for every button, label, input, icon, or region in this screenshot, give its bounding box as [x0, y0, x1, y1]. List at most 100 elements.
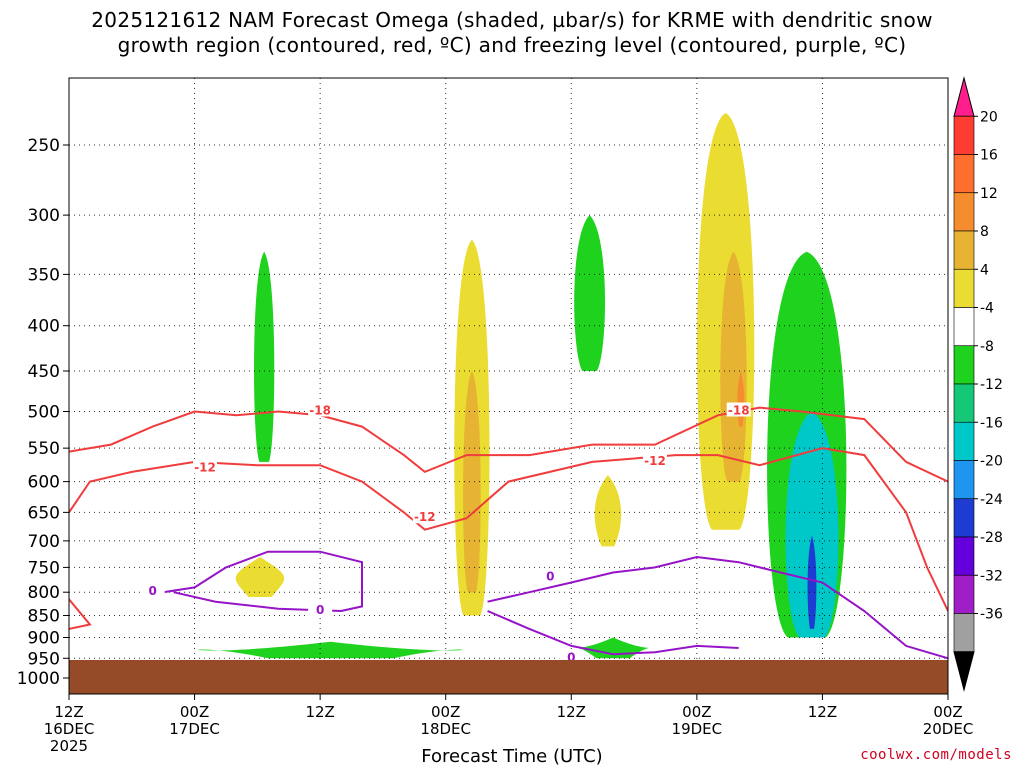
- contour-label-zero-a-bg: [140, 583, 165, 598]
- contour-label-minus18-b-bg: [726, 402, 751, 417]
- omega-region-6: [594, 475, 622, 547]
- contour-label-minus18-a: -18: [309, 404, 331, 418]
- colorbar-label-6: -8: [980, 339, 994, 355]
- contour-zero-right: [487, 555, 948, 660]
- y-tick-label-500: 500: [28, 403, 60, 423]
- contour-label-minus18-a-bg: [308, 402, 333, 417]
- y-tick-label-250: 250: [28, 136, 60, 156]
- colorbar-cap-top: [953, 76, 975, 117]
- credit-text: coolwx.com/models: [860, 747, 1012, 763]
- colorbar-label-9: -20: [980, 454, 1003, 470]
- y-tick-label-800: 800: [28, 583, 60, 603]
- x-tick-date-60: 19DEC: [672, 720, 723, 738]
- colorbar-swatch-8: [953, 383, 975, 423]
- x-tick-time-48: 12Z: [557, 703, 586, 721]
- x-tick-year-0: 2025: [50, 737, 88, 755]
- colorbar-swatch-6: [953, 307, 975, 347]
- omega-region-8: [574, 215, 606, 371]
- colorbar-label-1: 16: [980, 148, 998, 164]
- contour-label-minus12-a: -12: [194, 461, 216, 475]
- colorbar-cap-bottom: [953, 651, 975, 692]
- x-tick-time-0: 12Z: [54, 703, 83, 721]
- x-tick-date-36: 18DEC: [420, 720, 471, 738]
- contour-label-minus12-b: -12: [414, 510, 436, 524]
- contour-label-zero-b: 0: [316, 603, 324, 617]
- contour-zero-left: [163, 550, 363, 613]
- y-tick-label-1000: 1000: [17, 669, 60, 689]
- y-tick-label-300: 300: [28, 206, 60, 226]
- colorbar-label-4: 4: [980, 262, 989, 278]
- y-tick-label-400: 400: [28, 317, 60, 337]
- colorbar-label-7: -12: [980, 377, 1003, 393]
- y-tick-label-600: 600: [28, 473, 60, 493]
- colorbar-swatch-1: [953, 115, 975, 155]
- x-axis-title: Forecast Time (UTC): [421, 746, 603, 767]
- chart-title-line-1: 2025121612 NAM Forecast Omega (shaded, µ…: [91, 8, 933, 32]
- plot-frame: [68, 77, 949, 695]
- chart-title-line-2: growth region (contoured, red, ºC) and f…: [117, 33, 907, 57]
- contour-label-zero-a: 0: [149, 584, 157, 598]
- colorbar-swatch-9: [953, 421, 975, 461]
- colorbar-label-13: -36: [980, 607, 1003, 623]
- colorbar-swatch-12: [953, 536, 975, 576]
- colorbar-swatch-11: [953, 498, 975, 538]
- colorbar-swatch-5: [953, 268, 975, 308]
- contour-label-zero-d: 0: [567, 650, 575, 664]
- colorbar-swatch-2: [953, 154, 975, 194]
- contour-label-minus12-c: -12: [644, 454, 666, 468]
- x-tick-date-84: 20DEC: [923, 720, 974, 738]
- y-tick-label-350: 350: [28, 265, 60, 285]
- x-tick-time-12: 00Z: [180, 703, 209, 721]
- y-tick-label-900: 900: [28, 628, 60, 648]
- contour-zero-low: [487, 610, 739, 656]
- x-tick-date-12: 17DEC: [169, 720, 220, 738]
- colorbar-swatch-3: [953, 192, 975, 232]
- y-tick-label-550: 550: [28, 439, 60, 459]
- y-tick-label-850: 850: [28, 607, 60, 627]
- contour-label-zero-c-bg: [538, 568, 563, 583]
- omega-region-12: [198, 641, 463, 659]
- contour-label-zero-d-bg: [559, 649, 584, 664]
- colorbar-label-11: -28: [980, 530, 1003, 546]
- colorbar-label-5: -4: [980, 301, 994, 317]
- contour-minus12-left: [69, 598, 92, 630]
- colorbar-label-2: 12: [980, 186, 998, 202]
- omega-region-10: [785, 411, 839, 638]
- contour-label-zero-b-bg: [308, 601, 333, 616]
- y-axis: 2503003504004505005506006507007508008509…: [17, 136, 69, 689]
- x-tick-time-60: 00Z: [682, 703, 711, 721]
- y-tick-label-650: 650: [28, 503, 60, 523]
- x-tick-time-24: 12Z: [305, 703, 334, 721]
- contour-label-minus12-b-bg: [412, 509, 437, 524]
- x-tick-time-84: 00Z: [933, 703, 962, 721]
- omega-region-1: [463, 370, 481, 593]
- contour-minus18: [69, 406, 948, 483]
- contour-label-zero-c: 0: [546, 570, 554, 584]
- contour-label-minus18-b: -18: [728, 404, 750, 418]
- y-tick-label-700: 700: [28, 532, 60, 552]
- omega-shading: [198, 112, 847, 659]
- colorbar-label-3: 8: [980, 224, 989, 240]
- colorbar-label-12: -32: [980, 568, 1003, 584]
- contour-label-minus12-a-bg: [193, 459, 218, 474]
- x-tick-time-36: 00Z: [431, 703, 460, 721]
- colorbar: 20 16 12 8 4 -4 -8 -12 -16 -20 -24 -28 -32 -36: [953, 76, 1003, 692]
- x-tick-date-0: 16DEC: [44, 720, 95, 738]
- contour-label-minus12-c-bg: [643, 452, 667, 467]
- colorbar-label-0: 20: [980, 109, 998, 125]
- y-tick-label-950: 950: [28, 649, 60, 669]
- contours: -18 -18 -12 -12 -12 0 0 0 0: [69, 402, 948, 664]
- y-tick-label-750: 750: [28, 558, 60, 578]
- colorbar-swatch-13: [953, 574, 975, 614]
- colorbar-swatch-10: [953, 460, 975, 500]
- colorbar-label-8: -16: [980, 415, 1003, 431]
- colorbar-swatch-7: [953, 345, 975, 385]
- x-tick-time-72: 12Z: [808, 703, 837, 721]
- ground-band: [69, 660, 948, 694]
- colorbar-label-10: -24: [980, 492, 1003, 508]
- omega-region-5: [235, 557, 285, 597]
- y-tick-label-450: 450: [28, 362, 60, 382]
- colorbar-swatch-4: [953, 230, 975, 270]
